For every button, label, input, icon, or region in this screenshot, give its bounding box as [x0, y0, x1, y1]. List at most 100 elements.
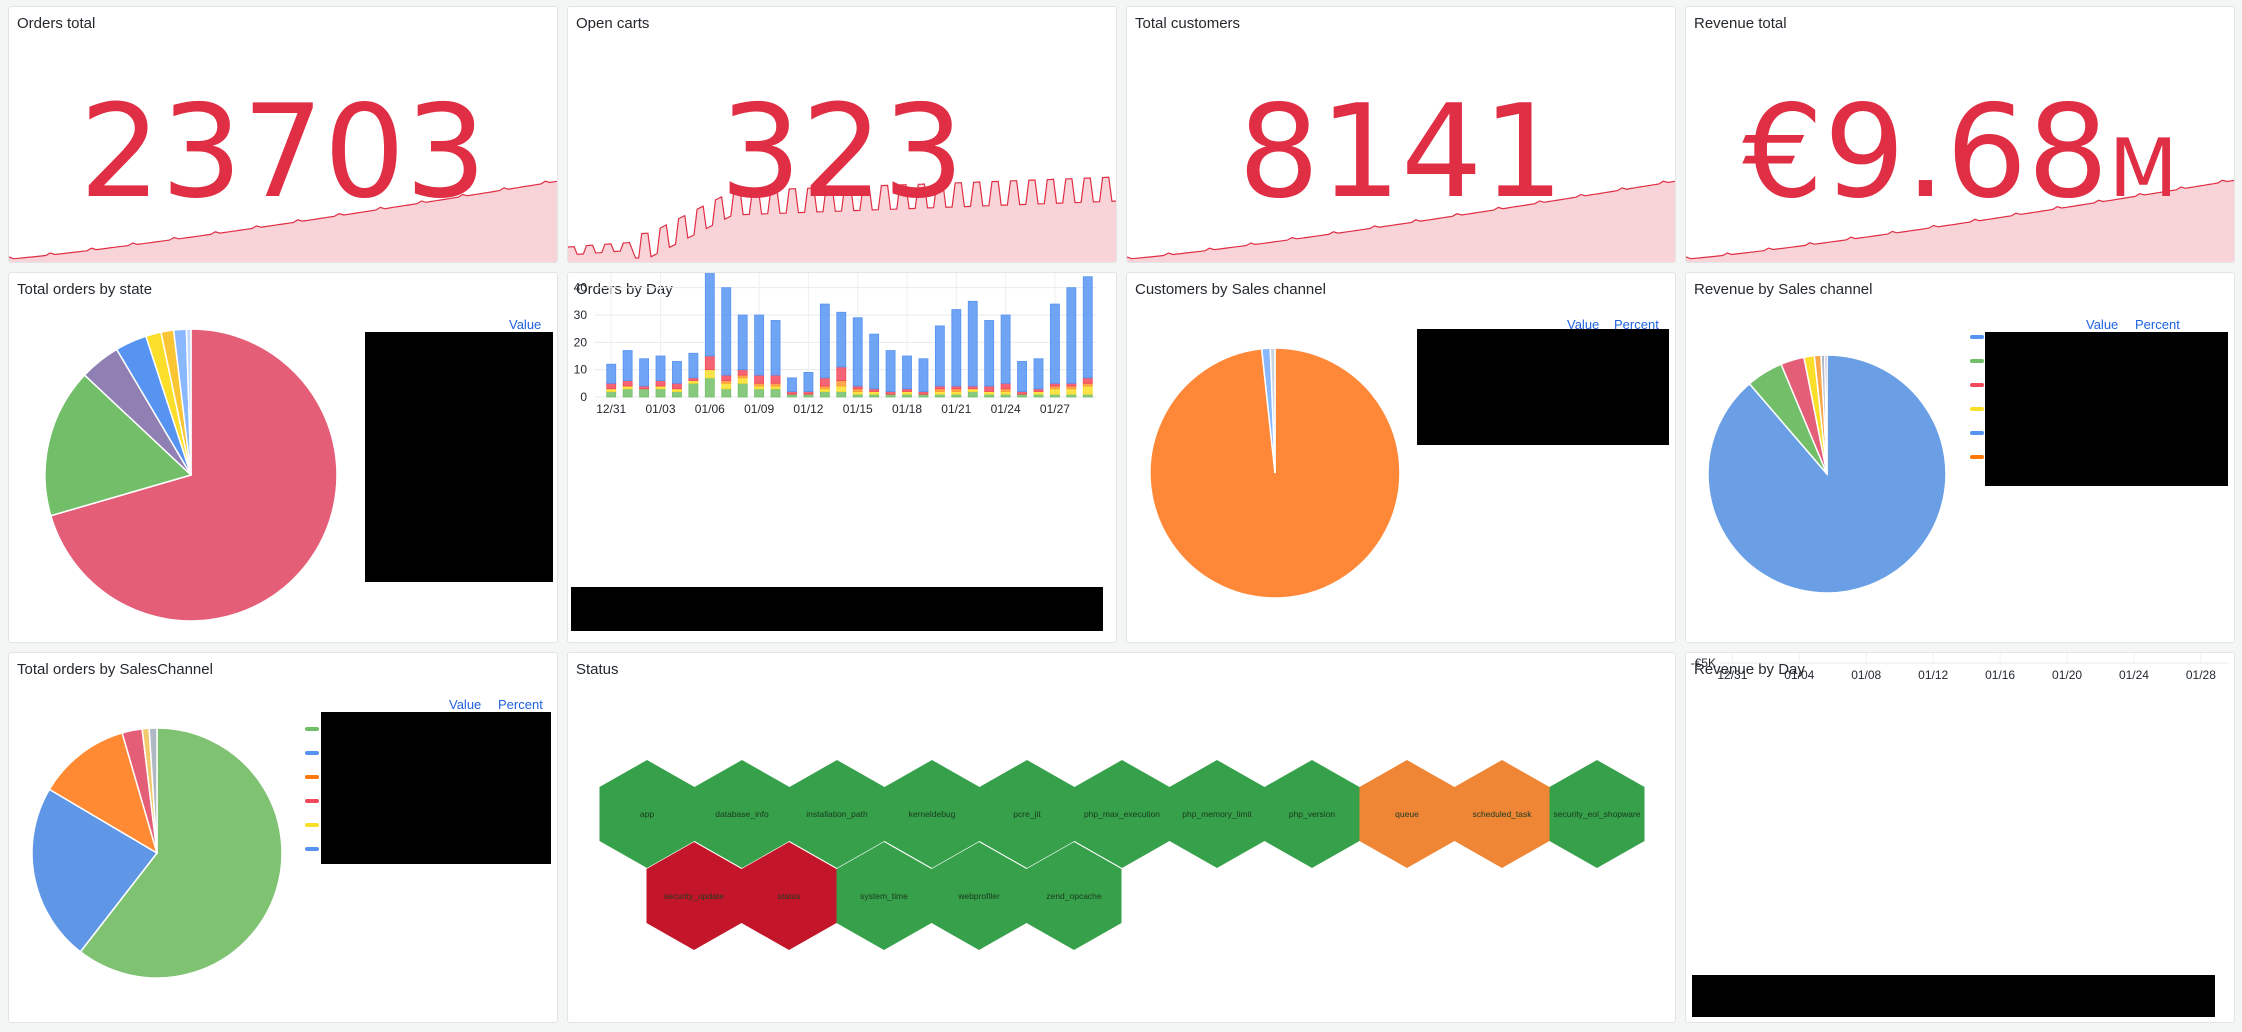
- legend-header-percent[interactable]: Percent: [498, 697, 543, 712]
- status-hex-installation_path[interactable]: installation_path: [789, 760, 885, 868]
- bar-segment: [1000, 382, 1011, 390]
- legend-header-percent[interactable]: Percent: [2135, 317, 2180, 332]
- y-tick-label: 20: [574, 335, 588, 349]
- legend-header-value[interactable]: Value: [1567, 317, 1600, 332]
- pie-saleschannel-slice-5: [148, 727, 158, 854]
- status-hex-security_update[interactable]: security_update: [646, 842, 742, 950]
- panel-revenue-by-day[interactable]: Revenue by Day €25K€20K€15K€10K€5K€0-€5K…: [1685, 652, 2235, 1023]
- bar-stack-27: [1049, 303, 1060, 398]
- status-hex-queue[interactable]: queue: [1359, 760, 1455, 868]
- status-hex-label: php_max_execution: [1084, 809, 1160, 819]
- bar-segment: [918, 391, 929, 395]
- status-hex-webprofiler[interactable]: webprofiler: [931, 842, 1027, 950]
- legend-table: [321, 712, 551, 864]
- status-hex-shape: [1359, 760, 1455, 868]
- status-hex-label: database_info: [715, 809, 769, 819]
- pie-revenue-slice-6: [1823, 354, 1828, 475]
- status-hex-zend_opcache[interactable]: zend_opcache: [1026, 842, 1122, 950]
- stat-panel-open-carts[interactable]: Open carts 323: [567, 6, 1117, 263]
- legend-swatches: [305, 727, 325, 897]
- bar-segment: [1000, 391, 1011, 395]
- status-hex-app[interactable]: app: [599, 760, 695, 868]
- stat-value: €9.68M: [1742, 78, 2178, 227]
- status-hex-scheduled_task[interactable]: scheduled_task: [1454, 760, 1550, 868]
- panel-orders-by-day[interactable]: Orders by Day 010203040506012/3101/0301/…: [567, 272, 1117, 643]
- panel-orders-by-saleschannel[interactable]: Total orders by SalesChannel Value Perce…: [8, 652, 558, 1023]
- bar-segment: [655, 355, 666, 382]
- sparkline-area: [1127, 181, 1675, 262]
- bar-stack-17: [885, 350, 896, 398]
- x-tick-label: 01/09: [744, 402, 774, 416]
- status-hex-shape: [1074, 760, 1170, 868]
- bar-segment: [852, 385, 863, 390]
- bar-segment: [704, 355, 715, 371]
- status-hex-php_max_execution[interactable]: php_max_execution: [1074, 760, 1170, 868]
- bar-segment: [672, 391, 682, 398]
- bar-segment: [918, 358, 929, 392]
- bar-segment: [1033, 393, 1044, 398]
- status-hex-status[interactable]: status: [741, 842, 837, 950]
- status-hex-security_eol_shopware[interactable]: security_eol_shopware: [1549, 760, 1645, 868]
- status-hex-shape: [741, 842, 837, 950]
- bar-segment: [688, 352, 699, 379]
- panel-customers-by-sales-channel[interactable]: Customers by Sales channel Value Percent: [1126, 272, 1676, 643]
- bar-stack-25: [1017, 361, 1027, 398]
- sparkline-area: [1686, 180, 2234, 262]
- bar-segment: [754, 382, 765, 387]
- bar-segment: [754, 314, 765, 376]
- panel-title: Open carts: [576, 15, 650, 32]
- bar-stack-7: [721, 287, 732, 398]
- panel-title: Revenue by Day: [1694, 661, 1805, 678]
- status-hex-php_version[interactable]: php_version: [1264, 760, 1360, 868]
- bar-stack-0: [606, 363, 617, 398]
- status-hex-system_time[interactable]: system_time: [836, 842, 932, 950]
- bar-segment: [819, 377, 830, 387]
- status-hex-pcre_jit[interactable]: pcre_jit: [979, 760, 1075, 868]
- stat-panel-total-customers[interactable]: Total customers 8141: [1126, 6, 1676, 263]
- status-hex-label: scheduled_task: [1472, 809, 1532, 819]
- stat-panel-orders-total[interactable]: Orders total 23703: [8, 6, 558, 263]
- sparkline-area: [568, 177, 1116, 262]
- y-tick-label: 30: [574, 308, 588, 322]
- bar-segment: [967, 391, 978, 398]
- status-honeycomb: app database_info installation_path kerneld…: [599, 760, 1645, 950]
- status-hex-php_memory_limit[interactable]: php_memory_limit: [1169, 760, 1265, 868]
- bar-segment: [737, 314, 748, 371]
- status-hex-shape: [836, 842, 932, 950]
- status-hex-shape: [789, 760, 885, 868]
- bar-segment: [852, 317, 863, 387]
- bar-segment: [984, 320, 995, 387]
- pie-state-slice-7: [185, 328, 192, 476]
- x-tick-label: 01/04: [1784, 668, 1814, 682]
- panel-title: Orders total: [17, 15, 96, 32]
- bar-stack-21: [951, 309, 962, 398]
- legend-swatch: [305, 775, 319, 779]
- bar-segment: [704, 377, 715, 398]
- sparkline-total-customers: [1127, 180, 1675, 262]
- panel-revenue-by-sales-channel[interactable]: Revenue by Sales channel Value Percent: [1685, 272, 2235, 643]
- panel-status[interactable]: Status app database_info installation_path…: [567, 652, 1676, 1023]
- status-hex-kerneldebug[interactable]: kerneldebug: [884, 760, 980, 868]
- bar-stack-26: [1033, 358, 1044, 398]
- bar-segment: [902, 391, 912, 395]
- stat-panel-revenue-total[interactable]: Revenue total €9.68M: [1685, 6, 2235, 263]
- bar-segment: [902, 393, 912, 398]
- panel-orders-by-state[interactable]: Total orders by state Value: [8, 272, 558, 643]
- legend-swatch: [305, 847, 319, 851]
- bar-segment: [721, 287, 732, 376]
- legend-header-value[interactable]: Value: [2086, 317, 2119, 332]
- status-hex-label: pcre_jit: [1013, 809, 1041, 819]
- bar-chart-orders-by-day: 010203040506012/3101/0301/0601/0901/1201…: [574, 273, 1096, 416]
- legend-header-value[interactable]: Value: [449, 697, 482, 712]
- legend-header-value[interactable]: Value: [509, 317, 542, 332]
- bar-segment: [934, 393, 945, 398]
- status-hex-database_info[interactable]: database_info: [694, 760, 790, 868]
- bar-segment: [622, 380, 633, 387]
- sparkline-line: [9, 180, 557, 260]
- bar-segment: [819, 303, 830, 379]
- bar-stack-28: [1066, 287, 1077, 398]
- legend-swatch: [1970, 407, 1984, 411]
- legend-header-percent[interactable]: Percent: [1614, 317, 1659, 332]
- bar-segment: [1082, 385, 1093, 395]
- bar-segment: [951, 388, 962, 392]
